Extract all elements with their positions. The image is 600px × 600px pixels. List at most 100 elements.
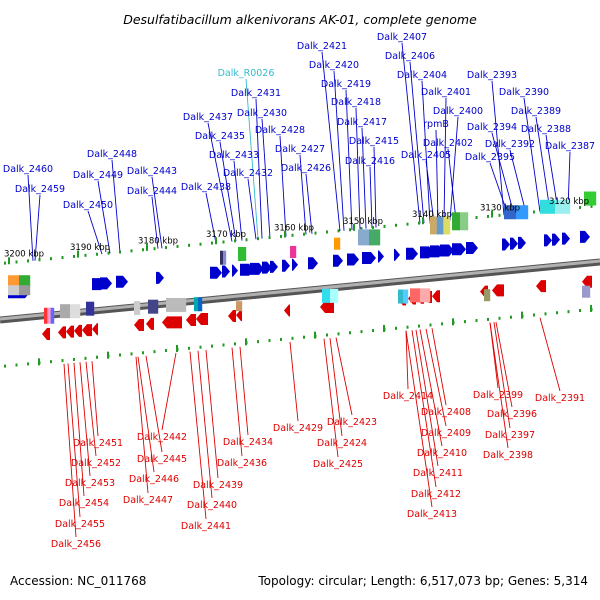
topology-label: Topology: circular; Length: 6,517,073 bp… bbox=[258, 574, 588, 588]
tick-dot-lower bbox=[326, 333, 328, 337]
forward-leader bbox=[279, 135, 287, 237]
forward-gene-label-dalk-2433: Dalk_2433 bbox=[209, 150, 259, 161]
tick-dot-lower bbox=[349, 331, 351, 335]
reverse-leader bbox=[323, 338, 339, 458]
reverse-gene-label-dalk-2453: Dalk_2453 bbox=[65, 478, 115, 489]
reverse-leader bbox=[73, 362, 85, 497]
feature-box bbox=[134, 301, 141, 316]
reverse-gene-label-dalk-2439: Dalk_2439 bbox=[193, 480, 243, 491]
reverse-gene-arrow bbox=[82, 324, 92, 337]
forward-gene-label-dalk-2420: Dalk_2420 bbox=[309, 60, 359, 71]
reverse-gene-label-dalk-2423: Dalk_2423 bbox=[327, 417, 377, 428]
feature-box bbox=[398, 289, 404, 304]
feature-box bbox=[410, 288, 421, 303]
tick-major-upper bbox=[215, 237, 217, 245]
feature-box bbox=[504, 205, 517, 220]
feature-box bbox=[443, 216, 451, 235]
scale-label-3120-kbp: 3120 kbp bbox=[549, 197, 589, 207]
forward-gene-arrow bbox=[452, 243, 466, 256]
forward-leader bbox=[373, 146, 377, 228]
feature-box bbox=[148, 299, 159, 314]
reverse-gene-label-dalk-2445: Dalk_2445 bbox=[137, 454, 187, 465]
tick-dot-upper bbox=[107, 251, 110, 255]
tick-dot-upper bbox=[498, 213, 501, 217]
forward-gene-label-rpmb: rpmB bbox=[423, 119, 449, 130]
tick-dot-upper bbox=[326, 230, 328, 234]
forward-gene-arrow bbox=[222, 265, 230, 278]
rna-leader bbox=[245, 78, 259, 240]
forward-gene-arrow bbox=[440, 244, 454, 257]
feature-box bbox=[540, 199, 556, 214]
reverse-leader bbox=[197, 350, 213, 499]
reverse-gene-arrow bbox=[320, 301, 334, 314]
forward-gene-arrow bbox=[552, 233, 560, 246]
tick-dot-lower bbox=[165, 349, 167, 353]
forward-gene-label-dalk-2438: Dalk_2438 bbox=[181, 182, 231, 193]
tick-dot-upper bbox=[349, 228, 351, 232]
forward-gene-arrow bbox=[502, 238, 510, 251]
tick-dot-upper bbox=[406, 222, 409, 226]
forward-gene-arrow bbox=[562, 232, 570, 245]
reverse-gene-label-dalk-2442: Dalk_2442 bbox=[137, 432, 187, 443]
tick-dot-lower bbox=[544, 312, 547, 316]
feature-box bbox=[70, 304, 81, 319]
reverse-gene-label-dalk-2425: Dalk_2425 bbox=[313, 459, 363, 470]
reverse-gene-arrow bbox=[162, 316, 182, 329]
reverse-gene-label-dalk-2436: Dalk_2436 bbox=[217, 458, 267, 469]
tick-dot-upper bbox=[50, 257, 52, 261]
scale-labels: 3200 kbp 3190 kbp 3180 kbp 3170 kbp 3160 kbp… bbox=[4, 197, 589, 260]
forward-gene-label-dalk-2416: Dalk_2416 bbox=[345, 156, 395, 167]
tick-dot-upper bbox=[176, 244, 179, 248]
forward-gene-label-dalk-2449: Dalk_2449 bbox=[73, 170, 123, 181]
scale-label-3130-kbp: 3130 kbp bbox=[480, 204, 520, 214]
tick-major-upper bbox=[146, 243, 148, 251]
reverse-gene-label-dalk-2446: Dalk_2446 bbox=[129, 474, 179, 485]
reverse-leader bbox=[205, 350, 219, 479]
reverse-gene-label-dalk-2455: Dalk_2455 bbox=[55, 519, 105, 530]
reverse-gene-label-dalk-2391: Dalk_2391 bbox=[535, 393, 585, 404]
forward-gene-arrow bbox=[232, 264, 238, 277]
tick-major-upper bbox=[353, 223, 355, 231]
feature-box bbox=[238, 246, 247, 261]
forward-leader bbox=[449, 116, 459, 221]
tick-dot-lower bbox=[291, 336, 294, 340]
tick-dot-upper bbox=[38, 258, 41, 262]
tick-dot-lower bbox=[395, 326, 397, 330]
forward-gene-label-dalk-2405: Dalk_2405 bbox=[401, 150, 451, 161]
reverse-gene-label-dalk-2409: Dalk_2409 bbox=[421, 428, 471, 439]
reverse-gene-labels: Dalk_2451 Dalk_2452 Dalk_2453 Dalk_2454 Dalk… bbox=[51, 390, 585, 550]
forward-leader bbox=[255, 98, 263, 239]
tick-dot-upper bbox=[4, 261, 6, 265]
reverse-gene-label-dalk-2410: Dalk_2410 bbox=[417, 448, 467, 459]
tick-dot-lower bbox=[487, 317, 489, 321]
forward-gene-arrow bbox=[518, 236, 526, 249]
reverse-gene-arrow bbox=[92, 323, 98, 336]
tick-major-upper bbox=[8, 257, 10, 265]
tick-dot-lower bbox=[4, 364, 6, 368]
forward-leader bbox=[151, 176, 163, 249]
tick-dot-lower bbox=[73, 357, 75, 361]
forward-gene-label-dalk-2421: Dalk_2421 bbox=[297, 41, 347, 52]
forward-gene-arrow bbox=[292, 258, 298, 271]
accession-label: Accession: NC_011768 bbox=[10, 574, 147, 588]
forward-leader bbox=[409, 61, 425, 224]
feature-box bbox=[436, 216, 444, 235]
forward-gene-label-dalk-2428: Dalk_2428 bbox=[255, 125, 305, 136]
forward-leader bbox=[421, 80, 431, 223]
tick-dot-upper bbox=[199, 242, 202, 246]
reverse-leader bbox=[335, 337, 353, 416]
feature-box bbox=[369, 229, 381, 246]
forward-leader bbox=[87, 210, 103, 255]
feature-box bbox=[290, 245, 297, 258]
forward-leader bbox=[443, 97, 447, 222]
scale-label-3170-kbp: 3170 kbp bbox=[206, 230, 246, 240]
reverse-gene-arrow bbox=[492, 284, 504, 297]
forward-gene-arrow bbox=[262, 261, 272, 274]
feature-box bbox=[452, 212, 461, 231]
forward-gene-label-dalk-2426: Dalk_2426 bbox=[281, 163, 331, 174]
forward-gene-label-dalk-2390: Dalk_2390 bbox=[499, 87, 549, 98]
gene-features bbox=[8, 191, 597, 340]
tick-dot-lower bbox=[234, 342, 236, 346]
forward-leader bbox=[523, 97, 541, 212]
tick-dot-upper bbox=[337, 229, 340, 233]
